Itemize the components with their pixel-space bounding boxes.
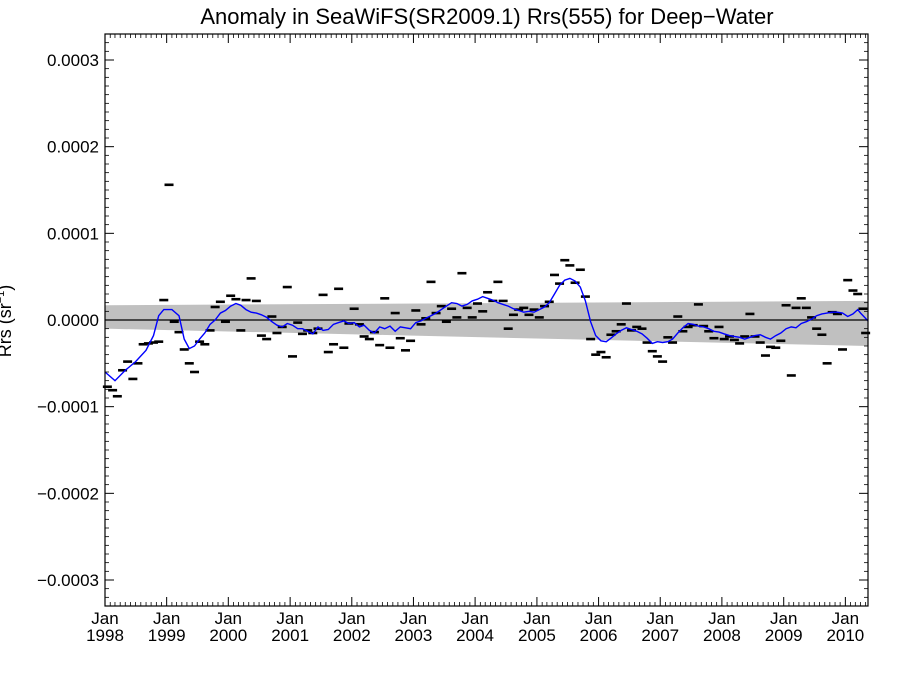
x-tick-label-month-3: Jan [276,609,303,628]
x-tick-label-month-1: Jan [153,609,180,628]
x-tick-label-month-0: Jan [91,609,118,628]
smoothed-anomaly-layer [105,277,868,382]
x-tick-label-year-12: 2010 [826,626,864,645]
x-tick-label-month-2: Jan [215,609,242,628]
x-tick-label-year-6: 2004 [456,626,494,645]
x-tick-label-month-12: Jan [832,609,859,628]
x-tick-label-year-9: 2007 [641,626,679,645]
chart-title: Anomaly in SeaWiFS(SR2009.1) Rrs(555) fo… [200,4,773,29]
smoothed-anomaly-line [105,277,868,382]
y-tick-label-1: 0.0002 [47,138,99,157]
x-tick-label-3: Jan 2001 [271,609,309,645]
x-tick-label-month-7: Jan [523,609,550,628]
x-tick-label-year-11: 2009 [765,626,803,645]
x-tick-label-month-8: Jan [585,609,612,628]
y-axis-label-text: Rrs (sr [0,303,15,357]
y-tick-label-2: 0.0001 [47,224,99,243]
y-tick-label-0: 0.0003 [47,51,99,70]
x-tick-label-8: Jan 2006 [580,609,618,645]
axes-layer: 0.0003 0.0002 0.0001 0.0000 −0.0001 −0.0002 −0… [37,33,869,645]
x-tick-label-year-2: 2000 [209,626,247,645]
monthly-anomaly-points [102,183,871,398]
y-axis-label-close: ) [0,285,15,291]
y-axis-label-superscript: −1 [0,291,7,304]
x-tick-label-year-0: 1998 [86,626,124,645]
x-tick-label-0: Jan 1998 [86,609,124,645]
x-tick-label-7: Jan 2005 [518,609,556,645]
x-tick-label-month-6: Jan [461,609,488,628]
x-tick-label-year-3: 2001 [271,626,309,645]
x-tick-label-year-1: 1999 [148,626,186,645]
x-tick-label-9: Jan 2007 [641,609,679,645]
x-tick-label-month-10: Jan [708,609,735,628]
x-tick-label-1: Jan 1999 [148,609,186,645]
y-tick-label-5: −0.0002 [37,484,99,503]
y-tick-label-3: 0.0000 [47,311,99,330]
x-tick-label-year-8: 2006 [580,626,618,645]
confidence-band-layer [105,300,868,346]
x-tick-label-year-7: 2005 [518,626,556,645]
y-tick-label-6: −0.0003 [37,571,99,590]
x-tick-label-year-10: 2008 [703,626,741,645]
x-tick-label-month-4: Jan [338,609,365,628]
x-tick-label-year-5: 2003 [395,626,433,645]
x-tick-label-12: Jan 2010 [826,609,864,645]
x-tick-label-month-5: Jan [400,609,427,628]
x-tick-label-2: Jan 2000 [209,609,247,645]
confidence-band [105,300,868,346]
x-tick-label-6: Jan 2004 [456,609,494,645]
x-tick-label-5: Jan 2003 [395,609,433,645]
x-tick-label-10: Jan 2008 [703,609,741,645]
x-tick-label-4: Jan 2002 [333,609,371,645]
y-axis-label: Rrs (sr−1) [0,285,15,358]
x-tick-label-year-4: 2002 [333,626,371,645]
y-tick-label-4: −0.0001 [37,398,99,417]
x-tick-label-month-11: Jan [770,609,797,628]
x-tick-label-11: Jan 2009 [765,609,803,645]
x-tick-label-month-9: Jan [647,609,674,628]
